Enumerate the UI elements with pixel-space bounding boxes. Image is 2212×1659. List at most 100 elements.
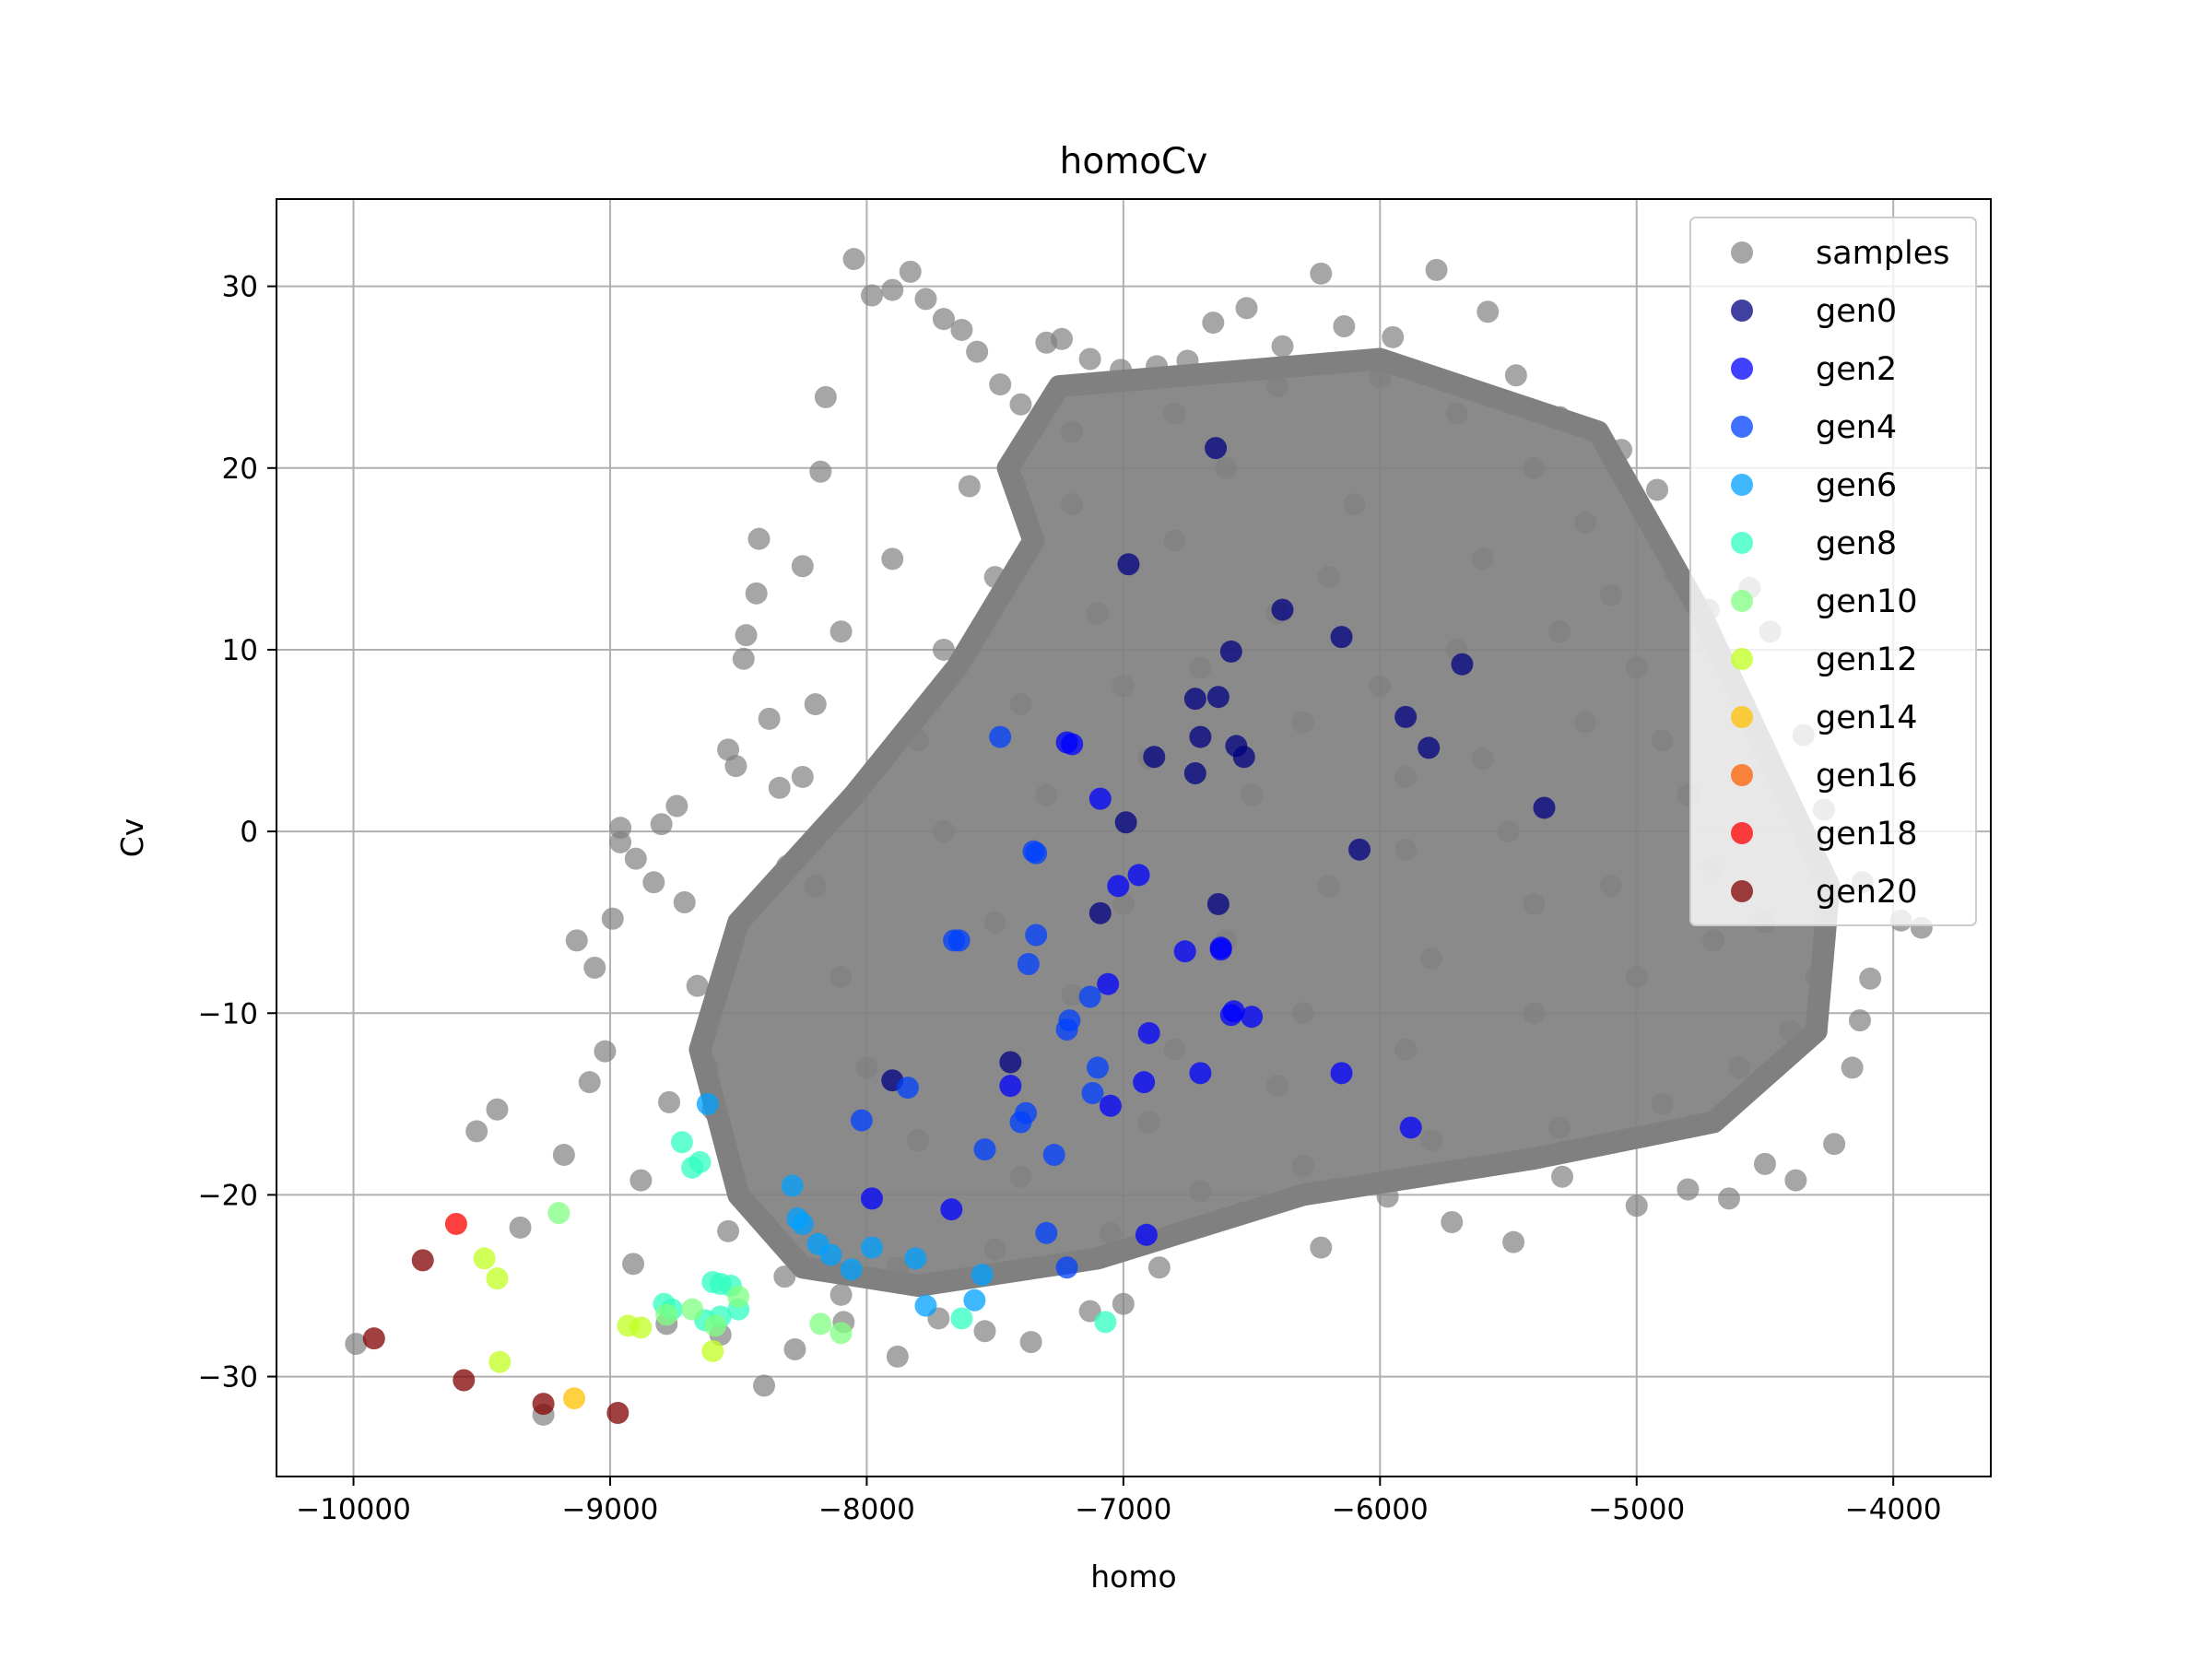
point-samples <box>583 956 606 979</box>
point-gen2 <box>1061 733 1084 756</box>
x-tick-label: −10000 <box>296 1493 411 1526</box>
point-samples <box>830 1283 853 1306</box>
point-samples <box>1310 1236 1333 1259</box>
point-gen12 <box>629 1316 653 1339</box>
point-gen4 <box>989 725 1012 748</box>
point-samples <box>881 547 904 571</box>
point-samples <box>1504 364 1527 387</box>
point-samples <box>1477 300 1500 324</box>
series-gen2 <box>860 731 1422 1246</box>
point-samples <box>1317 566 1340 589</box>
point-gen20 <box>453 1369 476 1392</box>
point-samples <box>1523 892 1546 915</box>
point-samples <box>1859 967 1882 990</box>
point-gen0 <box>1330 626 1353 649</box>
point-samples <box>1625 1194 1648 1218</box>
point-gen4 <box>1081 1082 1104 1105</box>
point-samples <box>578 1071 601 1094</box>
legend-marker <box>1731 532 1753 554</box>
point-samples <box>1651 1092 1674 1115</box>
point-samples <box>1779 1019 1802 1042</box>
legend-label: gen10 <box>1816 583 1917 620</box>
point-gen2 <box>1241 1006 1264 1029</box>
point-samples <box>966 340 989 363</box>
point-samples <box>830 965 853 988</box>
series-gen14 <box>562 1387 585 1410</box>
legend-label: gen2 <box>1816 351 1897 388</box>
point-gen0 <box>1114 811 1137 834</box>
point-samples <box>658 1090 681 1113</box>
legend-label: gen20 <box>1816 874 1917 911</box>
point-gen0 <box>1533 796 1556 819</box>
point-samples <box>1664 562 1687 585</box>
point-gen4 <box>1055 1256 1078 1279</box>
point-samples <box>629 1169 653 1192</box>
point-gen4 <box>947 929 971 952</box>
point-samples <box>1394 1038 1418 1061</box>
point-samples <box>932 308 955 331</box>
point-samples <box>1425 258 1448 281</box>
point-gen12 <box>486 1267 509 1290</box>
point-samples <box>1702 929 1725 952</box>
point-samples <box>830 620 853 643</box>
point-samples <box>673 890 696 913</box>
point-samples <box>1441 1210 1464 1233</box>
point-samples <box>724 755 747 778</box>
point-gen10 <box>809 1312 832 1335</box>
point-samples <box>1369 675 1392 698</box>
point-samples <box>642 871 665 894</box>
x-tick-label: −9000 <box>562 1493 659 1526</box>
point-samples <box>932 638 955 661</box>
point-samples <box>1310 262 1333 285</box>
legend-marker <box>1731 764 1753 786</box>
point-gen0 <box>1183 762 1206 785</box>
point-samples <box>1317 875 1340 898</box>
legend-item-gen0: gen0 <box>1731 293 1897 330</box>
legend-label: gen8 <box>1816 525 1897 562</box>
point-gen4 <box>850 1109 873 1132</box>
point-samples <box>1548 1116 1571 1139</box>
y-tick-label: 30 <box>222 271 258 304</box>
point-samples <box>1382 325 1405 348</box>
point-gen2 <box>999 1075 1022 1098</box>
point-samples <box>907 729 930 752</box>
legend-box <box>1689 217 1977 926</box>
point-samples <box>1112 675 1135 698</box>
point-samples <box>983 911 1006 934</box>
legend-marker <box>1731 648 1753 670</box>
point-samples <box>1147 1256 1171 1279</box>
point-samples <box>1753 1152 1776 1175</box>
point-samples <box>773 1265 796 1288</box>
point-samples <box>1548 620 1571 643</box>
point-gen0 <box>1271 598 1294 621</box>
point-gen0 <box>1219 640 1242 663</box>
point-gen2 <box>1330 1062 1353 1085</box>
point-samples <box>1061 493 1084 516</box>
point-gen8 <box>1094 1311 1117 1334</box>
point-gen20 <box>532 1393 555 1416</box>
point-gen0 <box>1348 838 1371 861</box>
point-gen20 <box>606 1401 629 1424</box>
point-samples <box>1009 393 1032 416</box>
point-gen0 <box>1206 892 1230 915</box>
point-samples <box>650 813 673 836</box>
x-tick-label: −8000 <box>818 1493 915 1526</box>
point-gen12 <box>701 1339 724 1362</box>
point-samples <box>860 284 883 307</box>
point-samples <box>1112 1292 1135 1315</box>
point-samples <box>1445 402 1468 425</box>
x-tick-label: −6000 <box>1332 1493 1429 1526</box>
point-samples <box>1061 420 1084 443</box>
point-samples <box>1291 1002 1314 1025</box>
y-tick-label: −30 <box>198 1361 258 1394</box>
point-samples <box>1376 1185 1399 1208</box>
point-gen6 <box>781 1174 804 1197</box>
point-gen2 <box>940 1198 963 1221</box>
point-samples <box>509 1216 532 1239</box>
point-samples <box>696 1056 719 1079</box>
point-gen2 <box>1399 1116 1422 1139</box>
legend-label: gen4 <box>1816 409 1897 446</box>
legend-item-gen18: gen18 <box>1731 816 1917 853</box>
point-gen0 <box>1394 705 1418 728</box>
point-samples <box>804 693 827 716</box>
